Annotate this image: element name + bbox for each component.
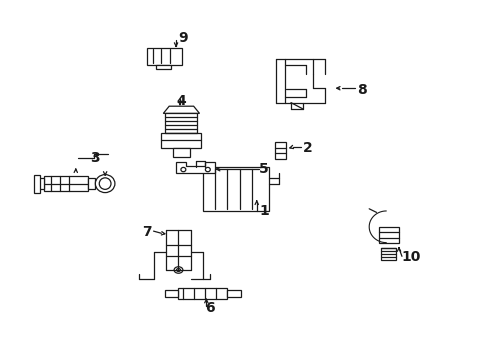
Ellipse shape [181,167,185,172]
Text: 6: 6 [205,301,215,315]
Bar [275,142,285,159]
Polygon shape [163,106,199,113]
Text: 10: 10 [400,251,420,264]
Text: 9: 9 [178,31,188,45]
Polygon shape [176,162,215,173]
Text: 1: 1 [259,204,268,217]
Ellipse shape [176,269,180,271]
Text: 4: 4 [176,94,185,108]
Bar [178,288,227,299]
Bar [37,178,44,189]
Bar [227,290,241,297]
Text: 8: 8 [356,83,366,97]
Bar [146,48,182,65]
Bar [165,113,197,133]
Bar [381,248,395,260]
Bar [44,176,88,191]
Text: 5: 5 [259,162,268,176]
Ellipse shape [205,167,210,172]
Ellipse shape [95,175,115,193]
Bar [34,175,40,193]
Ellipse shape [174,267,183,273]
Bar [164,290,178,297]
Bar [88,178,95,189]
Ellipse shape [99,178,111,189]
Bar [172,148,189,157]
Bar [156,65,171,69]
Text: 3: 3 [90,152,100,165]
Polygon shape [161,133,201,148]
Bar [203,167,268,211]
Text: 7: 7 [142,225,151,239]
Bar [378,227,398,243]
Text: 2: 2 [303,141,312,154]
